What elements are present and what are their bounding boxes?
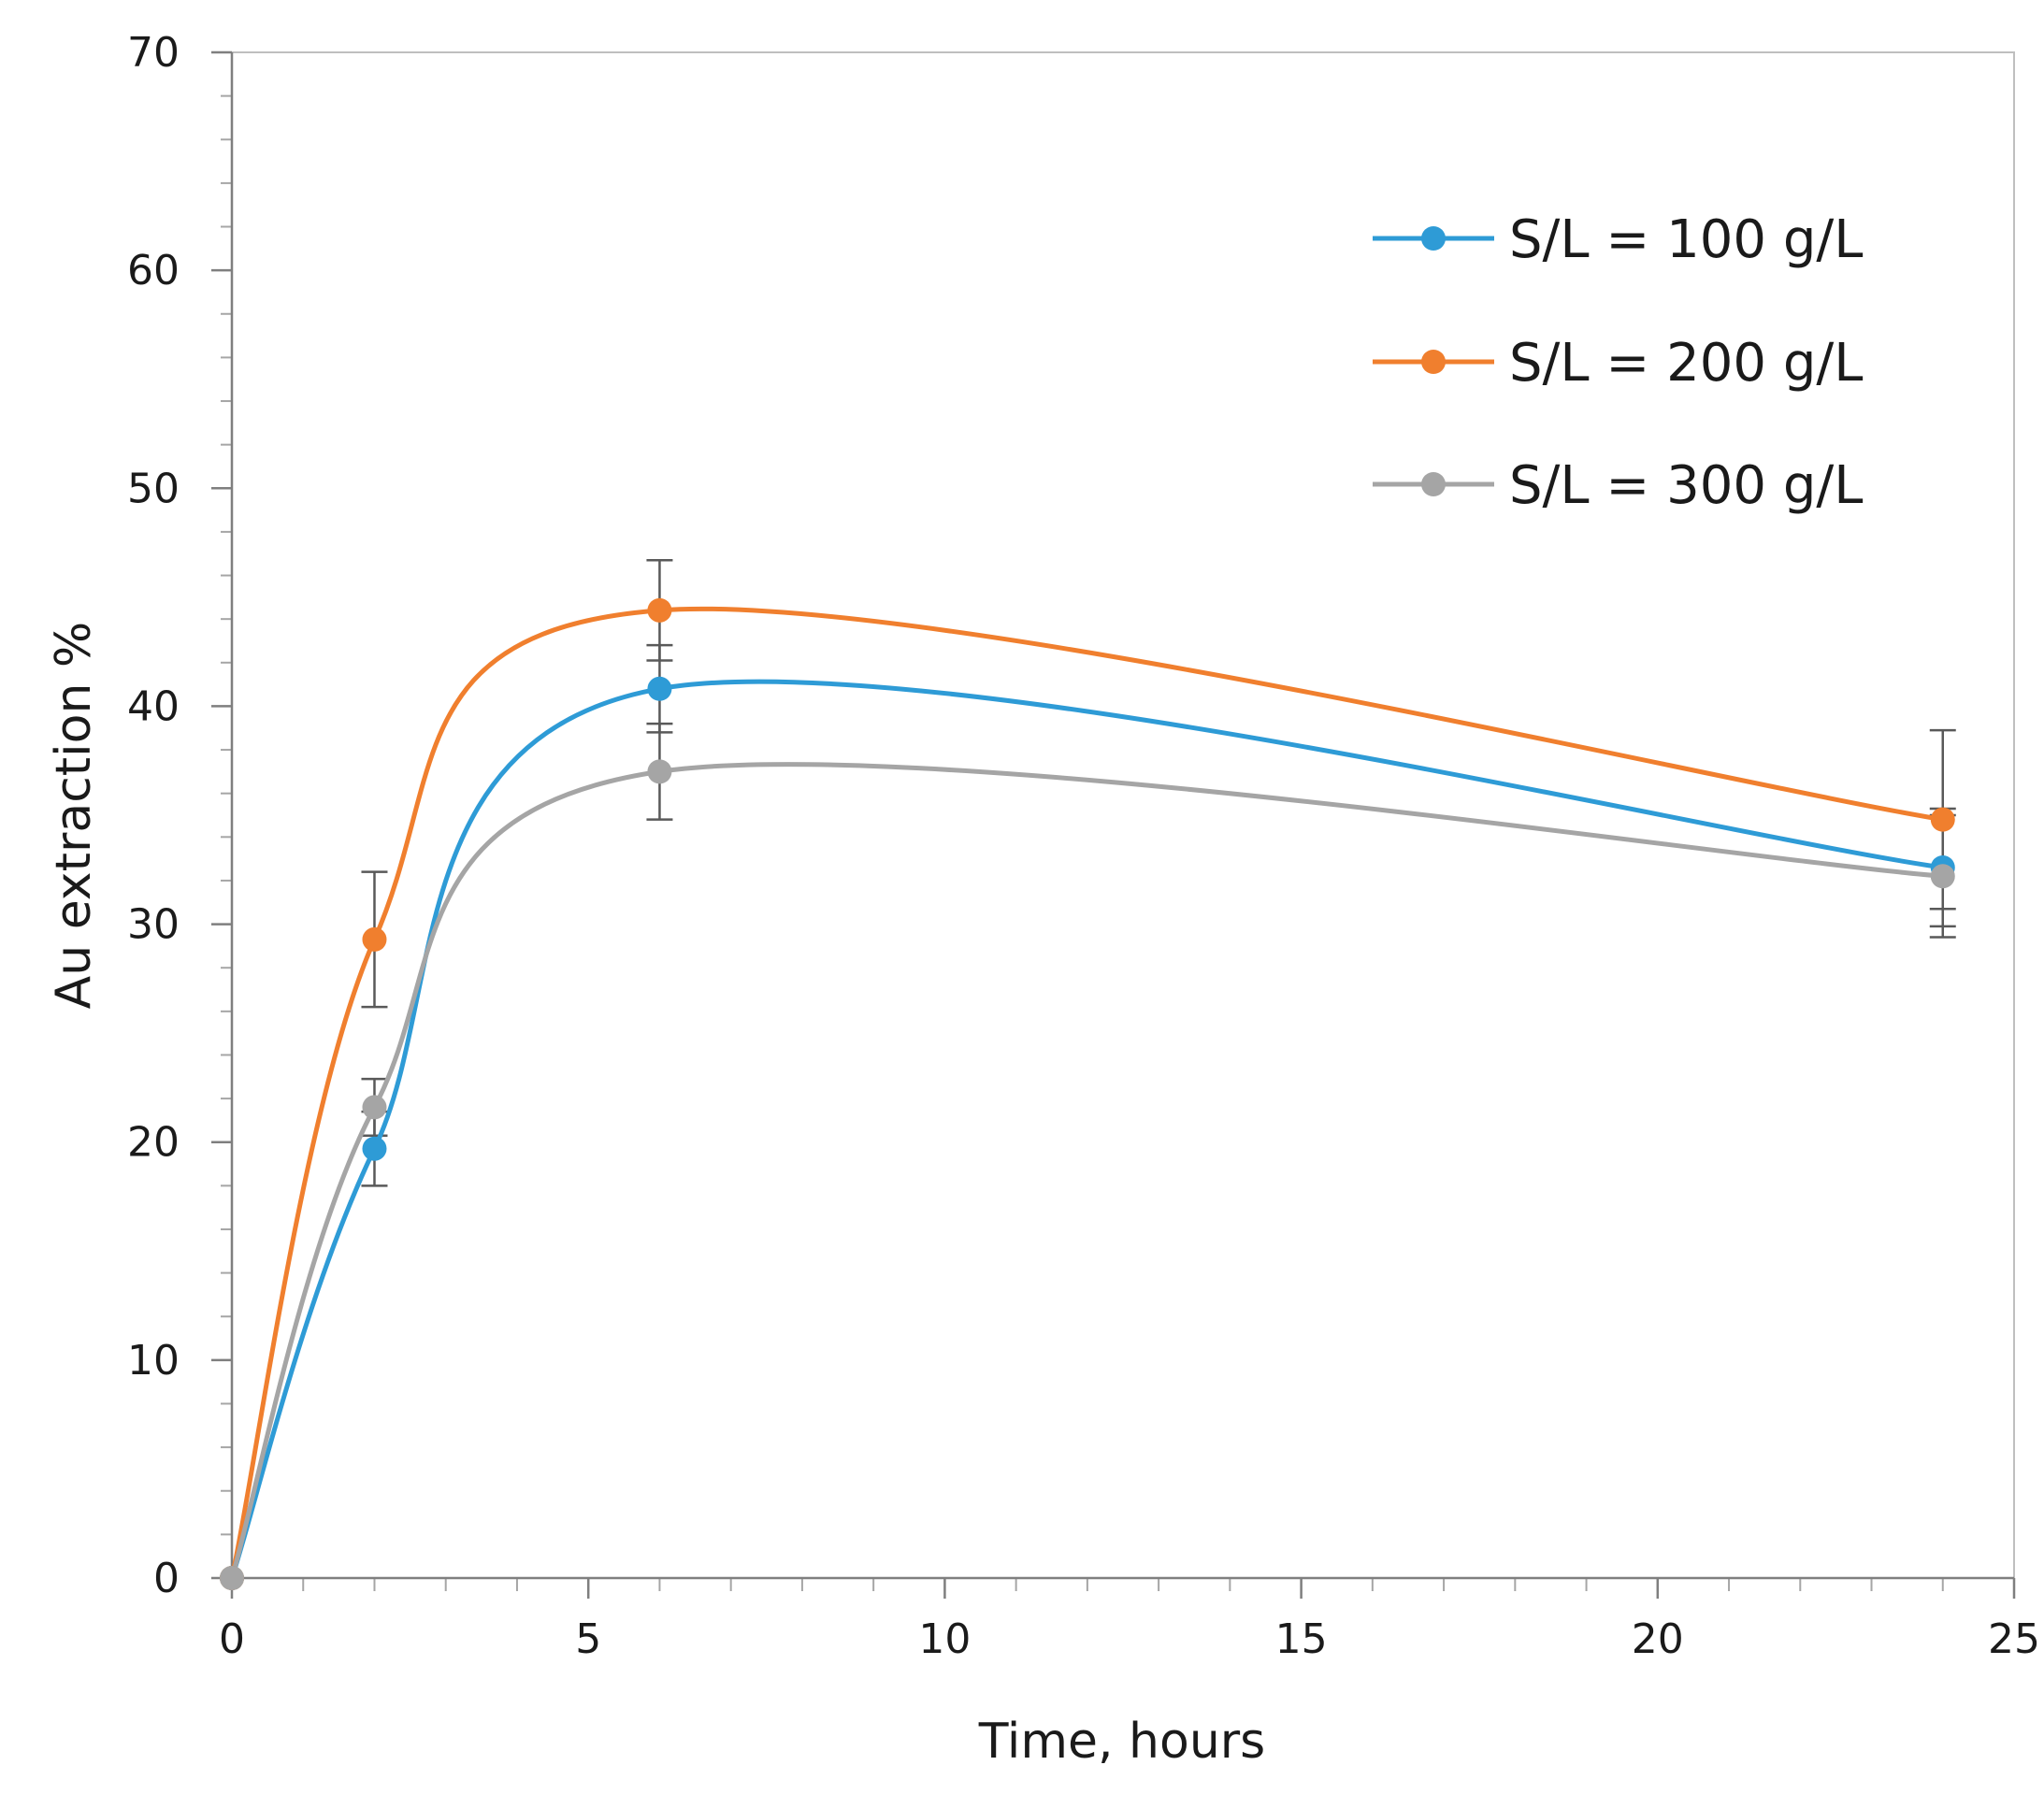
y-tick-label: 10 — [127, 1337, 180, 1385]
plot-area-frame — [231, 51, 2015, 1579]
tick-labels: 0 5 10 15 20 25 0 10 20 30 40 50 60 70 — [127, 29, 2040, 1663]
y-tick-label: 30 — [127, 901, 180, 949]
y-tick-label: 70 — [127, 29, 180, 77]
legend-marker-2 — [1421, 350, 1446, 374]
legend-label-2: S/L = 200 g/L — [1509, 333, 1863, 394]
series-line-2 — [229, 606, 1946, 1581]
y-tick-label: 20 — [127, 1119, 180, 1167]
x-axis-title: Time, hours — [978, 1714, 1266, 1770]
x-tick-label: 0 — [219, 1615, 245, 1663]
x-tick-label: 10 — [918, 1615, 971, 1663]
legend-marker-1 — [1421, 226, 1446, 251]
minor-ticks — [221, 51, 2015, 1591]
series-line-1 — [229, 679, 1946, 1581]
data-point-series-2 — [1930, 807, 1955, 832]
data-point-series-1 — [362, 1136, 387, 1161]
y-tick-label: 60 — [127, 247, 180, 294]
data-point-series-3 — [647, 759, 672, 784]
legend-marker-3 — [1421, 472, 1446, 496]
series-lines — [229, 606, 1946, 1581]
x-tick-label: 20 — [1632, 1615, 1684, 1663]
legend-label-1: S/L = 100 g/L — [1509, 209, 1863, 270]
x-tick-label: 5 — [575, 1615, 601, 1663]
data-point-series-2 — [647, 597, 672, 623]
error-bars — [361, 558, 1956, 1187]
axes — [230, 52, 2014, 1580]
y-tick-label: 40 — [127, 682, 180, 730]
series-layer — [220, 558, 1956, 1590]
data-point-series-1 — [647, 676, 672, 701]
x-tick-label: 15 — [1275, 1615, 1328, 1663]
data-point-series-3 — [1930, 864, 1955, 889]
data-point-series-3 — [220, 1566, 244, 1590]
data-point-series-2 — [362, 926, 387, 952]
x-tick-label: 25 — [1988, 1615, 2040, 1663]
y-tick-label: 0 — [153, 1555, 180, 1602]
series-line-3 — [229, 762, 1946, 1581]
data-point-series-3 — [362, 1095, 387, 1120]
legend-label-3: S/L = 300 g/L — [1509, 455, 1863, 516]
y-axis-title: Au extraction % — [46, 622, 102, 1010]
y-tick-label: 50 — [127, 465, 180, 512]
series-markers — [220, 597, 1955, 1590]
legend: S/L = 100 g/L S/L = 200 g/L S/L = 300 g/L — [1373, 209, 1863, 516]
